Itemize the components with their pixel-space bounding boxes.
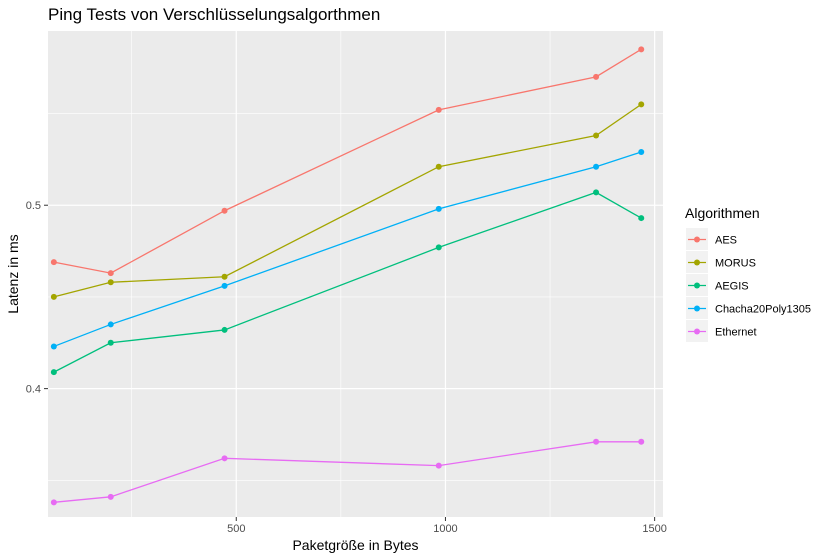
data-point	[638, 101, 645, 108]
series-line	[53, 48, 642, 274]
data-point	[638, 215, 645, 222]
x-tick-label: 1500	[642, 523, 666, 535]
legend-key-point	[694, 328, 700, 335]
series-line	[53, 103, 642, 298]
data-point	[221, 273, 228, 280]
y-axis-title: Latenz in ms	[5, 234, 21, 313]
legend-label: AEGIS	[715, 281, 749, 293]
y-tick-label: 0.4	[26, 384, 41, 396]
legend-item: MORUS	[686, 251, 756, 273]
data-point	[50, 293, 57, 300]
series-ethernet	[50, 438, 645, 506]
data-point	[50, 343, 57, 350]
legend-label: Chacha20Poly1305	[715, 304, 811, 316]
data-point	[593, 189, 600, 196]
y-tick-label: 0.5	[26, 200, 41, 212]
legend-item: Chacha20Poly1305	[686, 297, 811, 319]
data-point	[107, 270, 114, 277]
data-point	[435, 205, 442, 212]
series-line	[53, 151, 642, 348]
legend-key-point	[694, 236, 700, 243]
data-point	[593, 163, 600, 170]
legend-key-point	[694, 282, 700, 289]
data-point	[638, 46, 645, 53]
series-chacha20poly1305	[50, 149, 645, 350]
series-aes	[50, 46, 645, 277]
data-point	[221, 207, 228, 214]
data-point	[435, 244, 442, 251]
legend-key-point	[694, 259, 700, 266]
x-axis-title: Paketgröße in Bytes	[292, 537, 418, 553]
legend-item: AES	[686, 228, 737, 250]
series-morus	[50, 101, 645, 300]
data-point	[638, 149, 645, 156]
data-point	[107, 279, 114, 286]
data-point	[107, 493, 114, 500]
data-point	[50, 369, 57, 376]
series-line	[53, 191, 642, 373]
series-aegis	[50, 189, 645, 376]
legend-label: Ethernet	[715, 327, 757, 339]
axes: 500 1000 1500 0.4 0.5	[26, 200, 667, 535]
data-point	[107, 321, 114, 328]
data-point	[221, 326, 228, 333]
data-point	[593, 438, 600, 445]
data-point	[435, 462, 442, 469]
data-point	[593, 132, 600, 139]
legend-label: MORUS	[715, 258, 756, 270]
data-point	[435, 163, 442, 170]
data-point	[435, 106, 442, 113]
chart-title: Ping Tests von Verschlüsselungsalgorthme…	[48, 5, 380, 24]
data-point	[107, 339, 114, 346]
data-point	[638, 438, 645, 445]
data-point	[50, 499, 57, 506]
legend-item: Ethernet	[686, 320, 757, 342]
data-point	[221, 455, 228, 462]
data-point	[593, 73, 600, 80]
series-line	[53, 441, 642, 503]
plot-panel	[48, 31, 663, 517]
x-tick-label: 500	[227, 523, 245, 535]
legend: Algorithmen AES MORUS AEGIS Chacha20Poly130…	[685, 205, 811, 342]
legend-label: AES	[715, 235, 737, 247]
legend-key-point	[694, 305, 700, 312]
series-layer	[50, 46, 645, 506]
legend-title: Algorithmen	[685, 205, 760, 221]
legend-items: AES MORUS AEGIS Chacha20Poly1305 Ethernet	[686, 228, 811, 342]
data-point	[50, 259, 57, 266]
legend-item: AEGIS	[686, 274, 749, 296]
data-point	[221, 282, 228, 289]
x-tick-label: 1000	[433, 523, 457, 535]
grid-minor	[48, 31, 663, 517]
